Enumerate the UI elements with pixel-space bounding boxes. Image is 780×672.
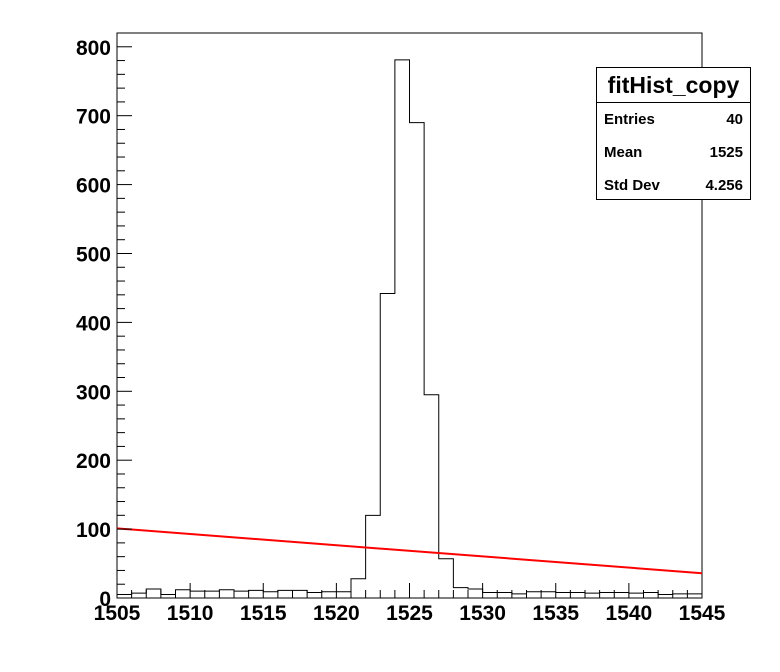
stats-entries-value: 40 [726, 111, 743, 128]
histogram-bin [497, 592, 512, 598]
x-tick-label: 1535 [532, 602, 579, 625]
histogram-bin [483, 592, 498, 598]
x-tick-label: 1515 [240, 602, 287, 625]
y-tick-label: 0 [99, 588, 111, 611]
histogram-bin [556, 592, 571, 598]
histogram-bin [629, 593, 644, 598]
histogram-bin [219, 590, 234, 598]
y-tick-label: 100 [76, 519, 111, 542]
histogram-bin [410, 123, 425, 598]
histogram-bin [161, 595, 176, 598]
histogram-bin [658, 595, 673, 598]
x-tick-label: 1545 [679, 602, 726, 625]
histogram-bin [512, 594, 527, 598]
histogram-bin [424, 395, 439, 598]
histogram-bin [585, 593, 600, 598]
histogram-bin [570, 592, 585, 598]
y-tick-label: 400 [76, 312, 111, 335]
stats-row-entries: Entries 40 [597, 103, 750, 136]
histogram-bin [351, 579, 366, 598]
histogram-bin [263, 592, 278, 598]
x-tick-label: 1525 [386, 602, 433, 625]
histogram-bin [439, 559, 454, 598]
histogram-bin [468, 589, 483, 598]
histogram-bin [687, 594, 702, 598]
y-tick-label: 300 [76, 381, 111, 404]
stats-stddev-label: Std Dev [604, 177, 660, 194]
histogram-bin [234, 591, 249, 598]
histogram-bin [614, 592, 629, 598]
histogram-bin [600, 592, 615, 598]
x-tick-label: 1505 [94, 602, 141, 625]
histogram-bin [336, 592, 351, 598]
histogram-bin [293, 590, 308, 598]
stats-title: fitHist_copy [597, 68, 750, 103]
histogram-bin [307, 592, 322, 598]
stats-box: fitHist_copy Entries 40 Mean 1525 Std De… [596, 67, 751, 200]
fit-line [116, 527, 703, 575]
histogram-bin [190, 591, 205, 598]
histogram-bin [541, 592, 556, 598]
stats-mean-value: 1525 [709, 144, 743, 161]
stats-stddev-value: 4.256 [705, 177, 743, 194]
histogram-bin [146, 589, 161, 598]
y-tick-label: 500 [76, 243, 111, 266]
histogram-bin [176, 590, 191, 598]
histogram-bin [644, 592, 659, 598]
histogram-bin [395, 60, 410, 598]
histogram-bin [278, 590, 293, 598]
x-tick-label: 1510 [167, 602, 214, 625]
y-tick-label: 200 [76, 450, 111, 473]
histogram-bin [132, 593, 147, 598]
y-tick-label: 700 [76, 106, 111, 129]
histogram-bin [453, 588, 468, 598]
histogram-bin [205, 591, 220, 598]
stats-entries-label: Entries [604, 111, 655, 128]
histogram-bin [249, 590, 264, 598]
stats-mean-label: Mean [604, 144, 643, 161]
x-tick-label: 1540 [606, 602, 653, 625]
y-tick-label: 800 [76, 37, 111, 60]
stats-row-mean: Mean 1525 [597, 136, 750, 169]
histogram-bin [673, 594, 688, 598]
histogram-bin [117, 595, 132, 598]
histogram-bin [322, 592, 337, 598]
histogram-bin [366, 515, 381, 598]
y-tick-label: 600 [76, 175, 111, 198]
histogram-bin [380, 293, 395, 598]
histogram-bin [527, 592, 542, 598]
stats-row-stddev: Std Dev 4.256 [597, 169, 750, 202]
x-tick-label: 1530 [459, 602, 506, 625]
x-tick-label: 1520 [313, 602, 360, 625]
